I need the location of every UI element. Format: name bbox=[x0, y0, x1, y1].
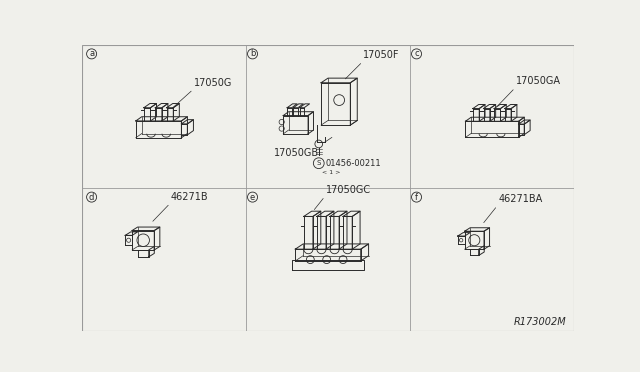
Text: e: e bbox=[250, 193, 255, 202]
Text: 17050GA: 17050GA bbox=[516, 76, 561, 86]
Text: 01456-00211: 01456-00211 bbox=[326, 159, 381, 168]
Text: 17050F: 17050F bbox=[364, 50, 400, 60]
Text: 17050GC: 17050GC bbox=[326, 185, 371, 195]
Text: 46271BA: 46271BA bbox=[498, 194, 543, 204]
Text: a: a bbox=[89, 49, 94, 58]
Text: c: c bbox=[414, 49, 419, 58]
Text: b: b bbox=[250, 49, 255, 58]
Text: 17050G: 17050G bbox=[194, 78, 232, 88]
Text: < 1 >: < 1 > bbox=[322, 170, 340, 175]
Text: f: f bbox=[415, 193, 418, 202]
Text: R173002M: R173002M bbox=[514, 317, 566, 327]
Text: S: S bbox=[317, 160, 321, 166]
Text: 17050GB: 17050GB bbox=[274, 148, 319, 158]
Text: 46271B: 46271B bbox=[171, 192, 209, 202]
Text: d: d bbox=[89, 193, 94, 202]
